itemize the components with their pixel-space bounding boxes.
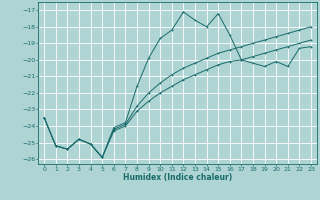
X-axis label: Humidex (Indice chaleur): Humidex (Indice chaleur) (123, 173, 232, 182)
